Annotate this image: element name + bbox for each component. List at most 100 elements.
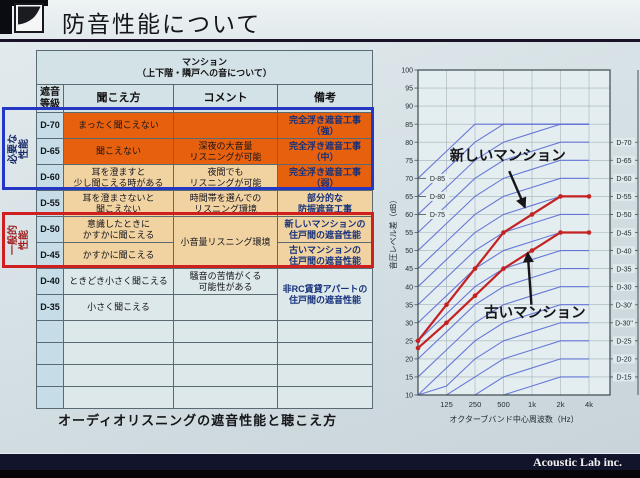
x-tick-label: 4k [585,400,593,409]
grade-label-right: D-30' [616,303,633,310]
table-row: D-70 まったく聞こえない 完全浮き遮音工事 （強） [36,112,374,139]
footer-logo-text: Acoustic Lab inc. [532,455,622,469]
general-performance-label: 一般的 性能 [8,225,30,255]
table-row [36,386,374,409]
table-cell [276,320,374,343]
grade-label-bg [613,191,635,201]
grade-curve [417,268,589,360]
grade-label-bg [613,318,635,328]
grade-label-bg [613,264,635,274]
grade-label-left: D-75 [430,212,445,219]
series-point [558,194,563,199]
table-cell [36,364,64,387]
x-tick-label: 250 [469,400,482,409]
table-cell: 小さく聞こえる [63,294,174,321]
x-tick-label: 2k [557,400,565,409]
y-tick-label: 50 [405,248,413,255]
y-tick-label: 40 [405,284,413,291]
series-point [415,345,421,351]
series-point [444,302,449,308]
y-tick-label: 85 [405,122,413,129]
table-caption: オーディオリスニングの遮音性能と聴こえ方 [58,413,338,428]
table-cell: 聞こえない [63,138,174,165]
table-cell: 新しいマンションの 住戸間の遮音性能 [276,216,374,243]
grade-label-right: D-50 [616,212,631,219]
x-tick-label: 1k [528,400,536,409]
grade-curve [417,141,589,233]
grade-label-right: D-30 [616,284,631,291]
x-axis-label: オクターブバンド中心周波数（Hz） [449,414,578,424]
table-row [36,342,374,365]
grade-label-bg [426,191,449,201]
grade-label-bg [426,173,449,183]
grade-label-right: D-25 [616,339,631,346]
table-cell: まったく聞こえない [63,112,174,139]
series-point [529,248,535,253]
y-tick-label: 80 [405,140,413,147]
table-cell: D-60 [36,164,64,191]
table-row [36,320,374,343]
table-cell: D-55 [36,190,64,217]
table-top-header: マンション （上下階・隣戸への音について） [35,50,374,85]
col-header-remark: 備考 [276,84,374,113]
table-cell: 時間帯を選んでの リスニング環境 [173,190,278,217]
table-cell [63,320,174,343]
grade-label-bg [613,155,635,165]
series-point [415,338,421,344]
series-point [586,194,592,199]
series-point [472,266,478,271]
table-row [36,364,374,387]
table-cell: D-45 [36,242,64,269]
grade-label-bg [613,282,635,292]
col-header-hearing: 聞こえ方 [63,84,174,113]
grade-label-right: D-55 [616,194,631,201]
chart-annotation: 古いマンション [484,303,585,321]
table-row: D-65 聞こえない 深夜の大音量 リスニングが可能 完全浮き遮音工事 （中） [36,138,374,165]
grade-label-left: D-80 [430,194,445,201]
grade-label-right: D-65 [616,158,631,165]
required-performance-label: 必要な性能 [8,133,30,164]
y-tick-label: 60 [405,212,413,219]
table-cell [276,386,374,409]
grade-label-right: D-45 [616,230,631,237]
y-axis-label: 音圧レベル差（dB） [388,196,398,270]
table-cell [173,320,278,343]
table-cell: かすかに聞こえる [63,242,174,269]
table-cell: 意識したときに かすかに聞こえる [63,216,174,243]
table-cell: 耳を澄まさないと 聞こえない [63,190,174,217]
company-logo-icon [14,3,44,33]
insulation-chart: D-70 D-65 D-60 D-55 D-50 D-45 D-40 D-35 D-30 D-30… [388,68,639,424]
table-cell [276,364,374,387]
grade-label-bg [613,246,635,256]
chart-annotation: 新しいマンション [450,146,566,164]
grade-label-right: D-20 [616,357,631,364]
grade-label-right: D-40 [616,248,631,255]
grade-label-right: D-70 [616,140,631,147]
table-cell: D-70 [36,112,64,139]
table-cell [63,342,174,365]
grade-label-right: D-35 [616,266,631,273]
y-tick-label: 20 [405,356,413,363]
grade-label-right: D-30'' [615,321,633,328]
table-cell: 部分的な 防振遮音工事 [276,190,374,217]
y-tick-label: 100 [401,68,413,75]
table-cell: ときどき小さく聞こえる [63,268,174,295]
grade-label-bg [613,173,635,183]
y-tick-label: 70 [405,176,413,183]
grade-label-bg [613,137,635,147]
table-row: D-50 意識したときに かすかに聞こえる 小音量リスニング環境 新しいマンションの … [36,216,374,269]
table-row: D-40 ときどき小さく聞こえる 騒音の苦情がくる 可能性がある 非RC賃貸アパートの… [36,268,374,321]
footer-strip [0,470,640,478]
y-tick-label: 10 [405,393,413,400]
table-cell [276,342,374,365]
y-tick-label: 25 [405,338,413,345]
grade-label-right: D-60 [616,176,631,183]
y-tick-label: 35 [405,302,413,309]
annotation-arrow [508,170,527,209]
grade-label-bg [613,300,635,310]
table-cell [36,320,64,343]
table-cell: 完全浮き遮音工事 （中） [276,138,374,165]
grade-label-bg [613,336,635,346]
table-cell [36,386,64,409]
